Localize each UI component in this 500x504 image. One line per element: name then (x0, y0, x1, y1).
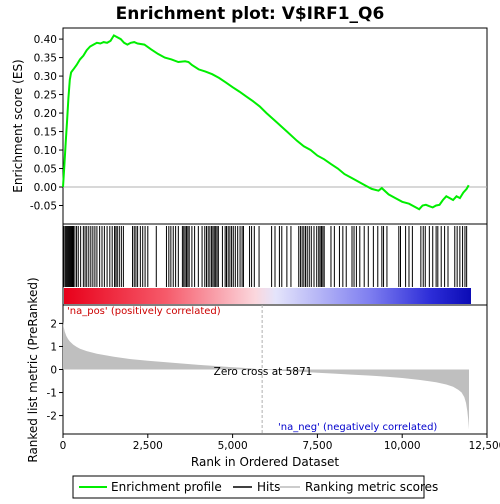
es-plot-frame (62, 27, 488, 225)
rank-y-tick-label: 0 (50, 365, 57, 377)
es-y-tick-label: 0.35 (34, 53, 57, 65)
rank-y-tick-label: 1 (50, 341, 57, 353)
rank-y-tick-label: -2 (47, 411, 57, 423)
es-y-tick-label: -0.05 (30, 201, 57, 213)
ranking-metric-area (63, 321, 469, 430)
legend-enrichment-label: Enrichment profile (111, 480, 222, 494)
es-y-ticks: 0.40 0.35 0.30 0.25 0.20 0.15 0.10 0.05 0.00 -0.0… (30, 34, 63, 213)
legend-hits-label: Hits (257, 480, 280, 494)
enrichment-profile-panel: 0.40 0.35 0.30 0.25 0.20 0.15 0.10 0.05 0.00 -0.0… (11, 27, 488, 225)
chart-title: Enrichment plot: V$IRF1_Q6 (116, 4, 385, 24)
x-tick-label: 2,500 (133, 440, 163, 452)
rank-y-tick-label: 2 (50, 318, 57, 330)
x-ticks: 0 2,500 5,000 7,500 10,000 12,500 (60, 434, 500, 452)
es-y-tick-label: 0.40 (34, 34, 57, 46)
rank-colorbar (64, 288, 471, 304)
hit-marks (63, 226, 468, 287)
es-y-tick-label: 0.10 (34, 145, 57, 157)
x-axis-label: Rank in Ordered Dataset (191, 455, 339, 469)
positive-correlation-label: 'na_pos' (positively correlated) (67, 306, 221, 317)
x-tick-label: 7,500 (302, 440, 332, 452)
x-tick-label: 10,000 (384, 440, 421, 452)
ranked-metric-panel: Zero cross at 5871 'na_pos' (positively … (26, 277, 500, 469)
rank-y-ticks: 2 1 0 -1 -2 (47, 318, 63, 423)
es-y-tick-label: 0.15 (34, 127, 57, 139)
es-y-tick-label: 0.05 (34, 164, 57, 176)
legend: Enrichment profile Hits Ranking metric s… (72, 475, 438, 499)
negative-correlation-label: 'na_neg' (negatively correlated) (278, 422, 437, 433)
legend-ranking-label: Ranking metric scores (305, 480, 438, 494)
es-y-tick-label: 0.20 (34, 108, 57, 120)
es-y-tick-label: 0.00 (34, 182, 57, 194)
x-tick-label: 12,500 (469, 440, 500, 452)
enrichment-profile-line (62, 34, 470, 211)
x-tick-label: 5,000 (218, 440, 248, 452)
hits-panel (62, 223, 488, 306)
es-y-tick-label: 0.25 (34, 90, 57, 102)
zero-cross-label: Zero cross at 5871 (214, 366, 313, 378)
rank-y-axis-label: Ranked list metric (PreRanked) (26, 277, 40, 462)
x-tick-label: 0 (60, 440, 67, 452)
es-y-tick-label: 0.30 (34, 71, 57, 83)
es-y-axis-label: Enrichment score (ES) (11, 59, 25, 192)
rank-y-tick-label: -1 (47, 388, 57, 400)
